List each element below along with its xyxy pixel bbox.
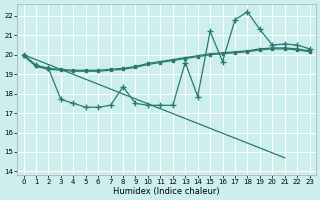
X-axis label: Humidex (Indice chaleur): Humidex (Indice chaleur): [113, 187, 220, 196]
